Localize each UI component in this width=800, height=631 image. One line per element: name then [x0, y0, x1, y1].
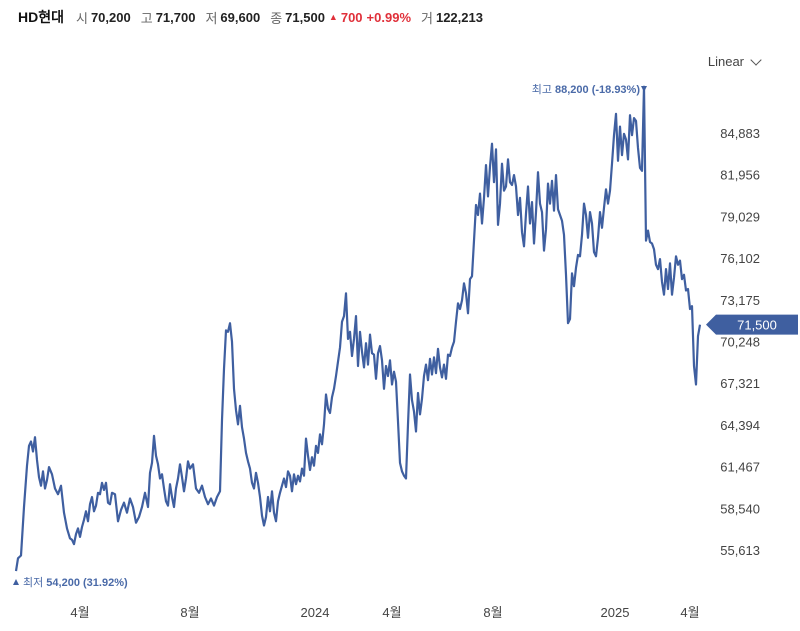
x-axis: 4월 8월 2024 4월 8월 2025 4월 [70, 605, 699, 620]
x-tick-label: 4월 [382, 605, 401, 620]
y-tick-label: 55,613 [720, 543, 760, 558]
price-line [14, 85, 702, 572]
open-label: 시 [75, 10, 88, 26]
y-axis: 55,613 58,540 61,467 64,394 67,321 70,248 73,1… [720, 126, 760, 558]
y-tick-label: 70,248 [720, 335, 760, 350]
current-price-label: 71,500 [737, 318, 777, 333]
quote-header: HD현대 시 70,200 고 71,700 저 69,600 종 71,500… [18, 6, 493, 28]
close-label: 종 [270, 10, 283, 26]
x-tick-label: 8월 [483, 605, 502, 620]
y-tick-label: 76,102 [720, 251, 760, 266]
stock-name: HD현대 [18, 9, 64, 25]
volume-label: 거 [421, 10, 433, 26]
y-tick-label: 58,540 [720, 501, 760, 516]
price-tag-shape [706, 314, 798, 335]
max-annotation: 최고 88,200 (-18.93%) [532, 83, 641, 96]
change-percent: +0.99% [366, 9, 411, 25]
y-tick-label: 61,467 [720, 460, 760, 475]
x-tick-label: 8월 [180, 605, 199, 620]
y-tick-label: 79,029 [720, 209, 760, 224]
max-marker-icon [641, 86, 647, 92]
up-triangle-icon: ▲ [328, 12, 338, 22]
open-value: 70,200 [90, 9, 131, 25]
y-tick-label: 81,956 [720, 168, 760, 183]
x-tick-label: 2025 [601, 605, 630, 620]
close-value: 71,500 [285, 9, 325, 25]
x-tick-label: 4월 [680, 605, 699, 620]
scale-label: Linear [707, 54, 744, 69]
volume-value: 122,213 [435, 9, 483, 25]
y-tick-label: 64,394 [720, 418, 760, 433]
x-tick-label: 4월 [70, 605, 89, 620]
change-value: 700 [340, 9, 363, 25]
min-annotation: 최저 54,200 (31.92%) [23, 576, 128, 589]
low-value: 69,600 [220, 9, 261, 25]
y-tick-label: 84,883 [720, 126, 760, 141]
current-price-tag: 71,500 [706, 314, 798, 335]
scale-dropdown[interactable]: Linear [707, 53, 762, 69]
annotations: 최고 88,200 (-18.93%) 최저 54,200 (31.92%) [13, 83, 647, 589]
high-value: 71,700 [155, 9, 196, 25]
y-tick-label: 73,175 [720, 293, 760, 308]
high-label: 고 [140, 10, 153, 26]
min-marker-icon [13, 579, 19, 585]
y-tick-label: 67,321 [720, 376, 760, 391]
low-label: 저 [205, 10, 218, 26]
x-tick-label: 2024 [301, 605, 330, 620]
